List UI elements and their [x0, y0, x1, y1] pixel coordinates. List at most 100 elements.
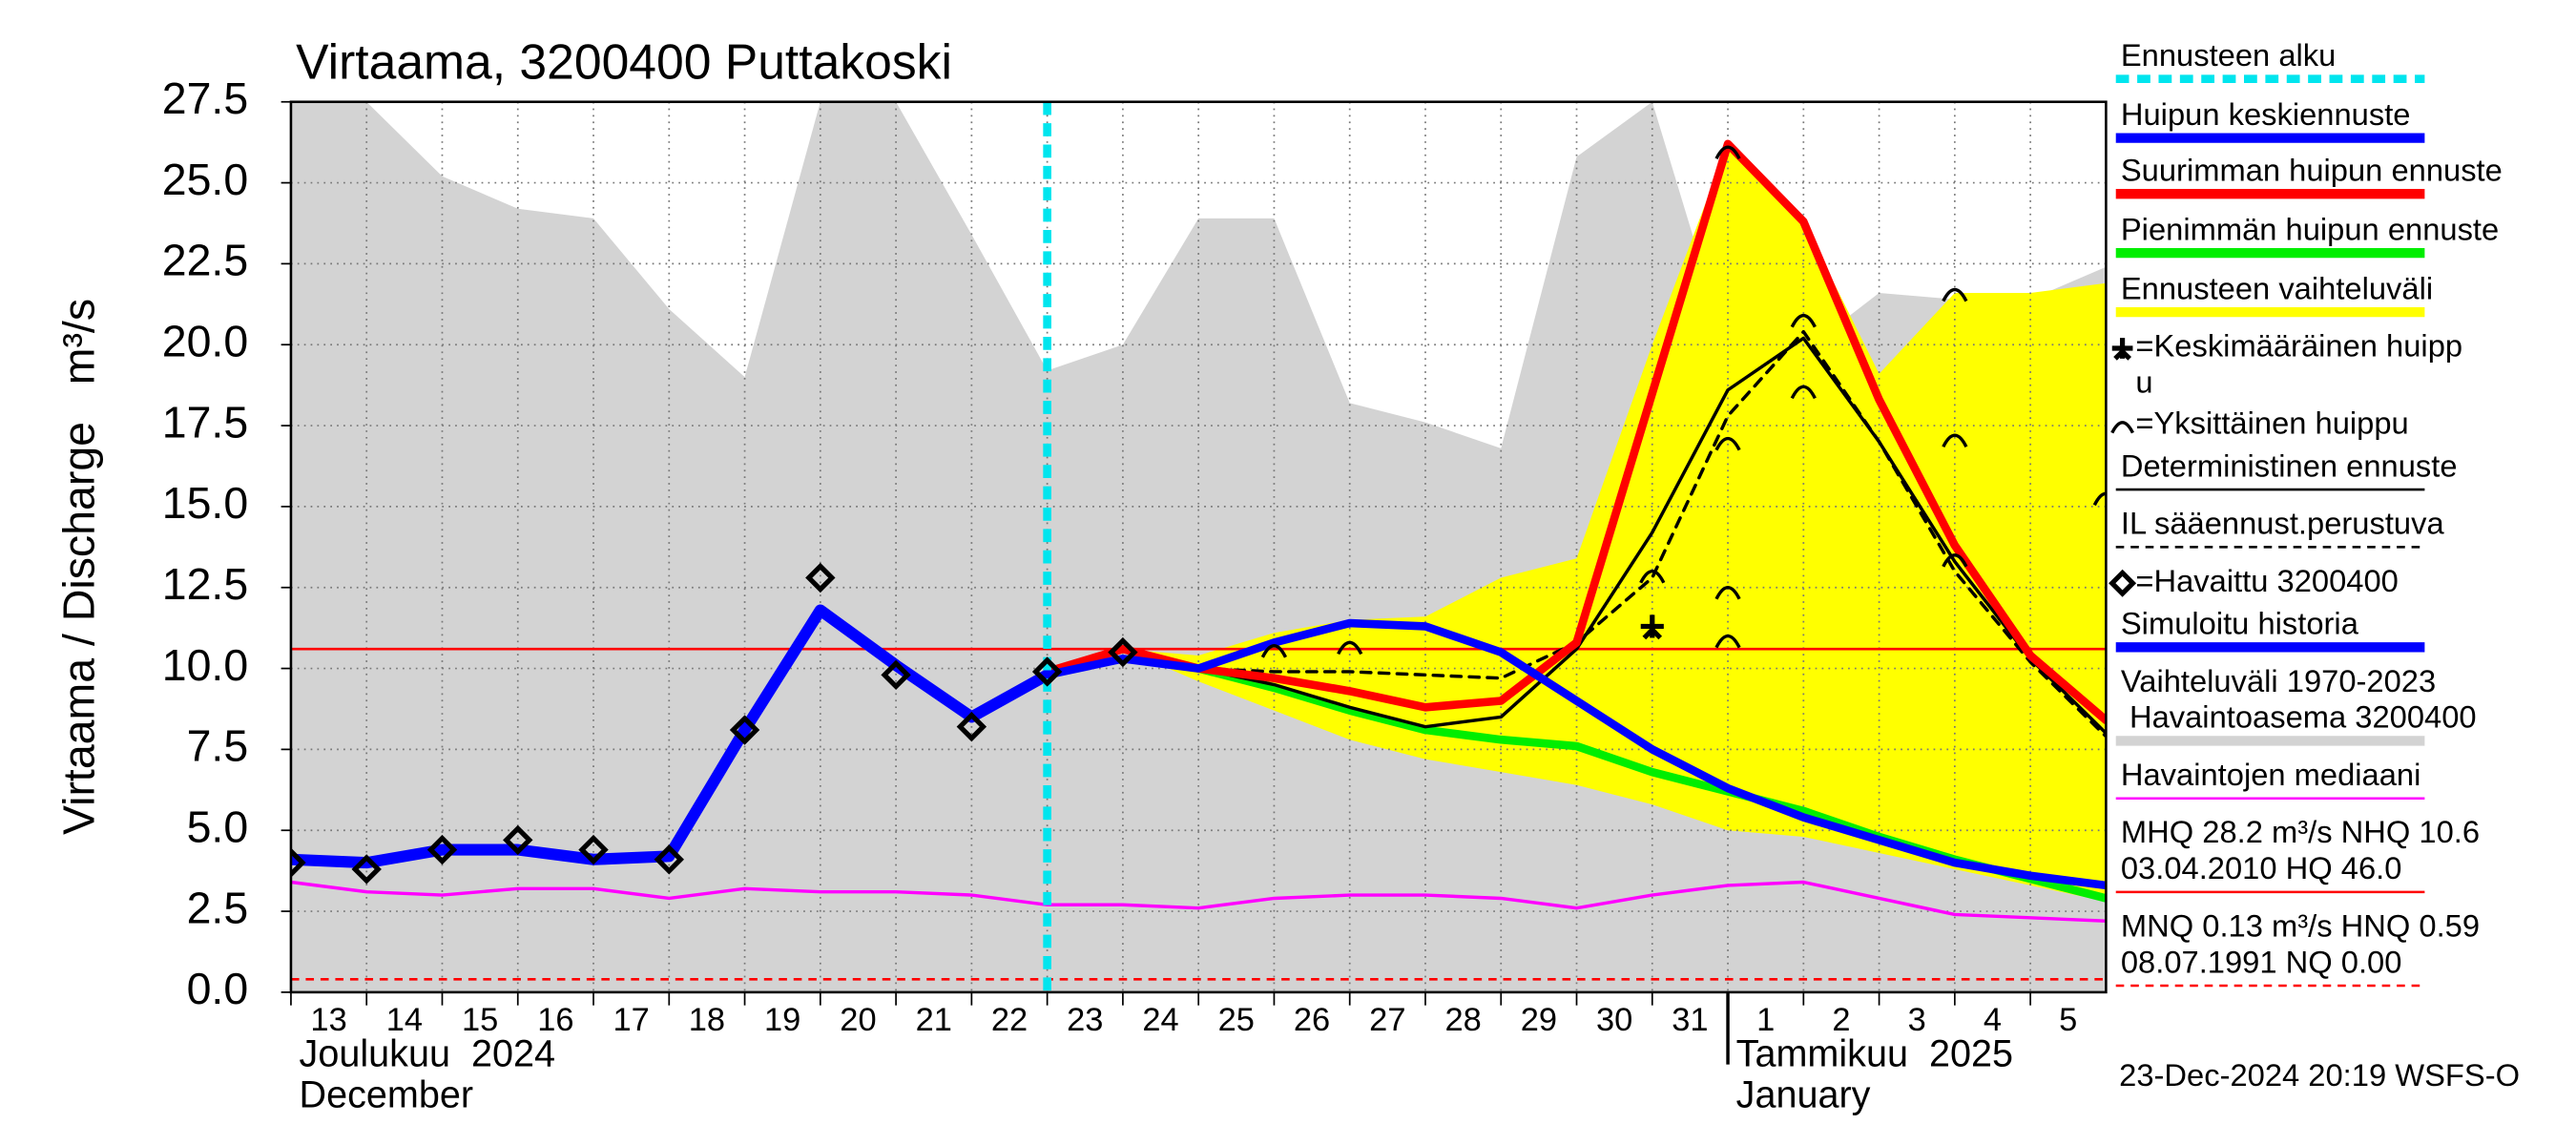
observed-point	[729, 715, 760, 745]
series-line	[1196, 329, 2107, 739]
x-tick-label: 23	[1067, 1002, 1103, 1038]
y-axis-label: Virtaama / Discharge m³/s	[54, 299, 104, 835]
legend-label: Pienimmän huipun ennuste	[2121, 211, 2499, 246]
x-tick-label: 30	[1596, 1002, 1632, 1038]
observed-point	[578, 834, 609, 865]
x-tick-label: 15	[462, 1002, 498, 1038]
mean-peak	[2111, 338, 2133, 361]
series-line	[1196, 336, 2107, 736]
single-peak	[1714, 586, 1741, 600]
observed-point	[956, 711, 987, 742]
y-tick-label: 12.5	[162, 559, 248, 609]
single-peak	[2110, 421, 2134, 434]
x-tick-label: 19	[764, 1002, 800, 1038]
y-tick-label: 7.5	[187, 721, 249, 771]
x-tick-label: 20	[840, 1002, 876, 1038]
y-tick-label: 2.5	[187, 883, 249, 932]
x-tick-label: 16	[537, 1002, 573, 1038]
legend-label: 03.04.2010 HQ 46.0	[2121, 850, 2402, 885]
single-peak	[1714, 436, 1741, 451]
single-peak	[1260, 644, 1288, 658]
x-tick-label: 2	[1832, 1002, 1850, 1038]
observed-point	[805, 562, 836, 593]
x-tick-label: 21	[916, 1002, 952, 1038]
legend: Ennusteen alku Huipun keskiennuste Suurimm…	[2109, 37, 2503, 988]
observed-point	[1031, 656, 1063, 687]
legend-label: =Yksittäinen huippu	[2135, 406, 2408, 441]
footer: 23-Dec-2024 20:19 WSFS-O	[2119, 1057, 2520, 1093]
single-peak	[1790, 313, 1817, 328]
legend-label: =Havaittu 3200400	[2135, 563, 2398, 598]
y-tick-label: 5.0	[187, 802, 249, 852]
chart-title: Virtaama, 3200400 Puttakoski	[296, 34, 952, 90]
x-tick-label: 18	[689, 1002, 725, 1038]
legend-label: Ennusteen vaihteluväli	[2121, 270, 2433, 305]
legend-label: MNQ 0.13 m³/s HNQ 0.59	[2121, 907, 2480, 943]
legend-label: Deterministinen ennuste	[2121, 448, 2458, 483]
x-tick-label: 22	[991, 1002, 1028, 1038]
month-label: Joulukuu 2024	[300, 1032, 555, 1074]
x-tick-label: 1	[1756, 1002, 1775, 1038]
month-label: Tammikuu 2025	[1736, 1032, 2013, 1074]
single-peak	[1942, 433, 1968, 448]
single-peak	[1790, 385, 1817, 400]
series-line	[1043, 139, 2107, 725]
legend-label: Suurimman huipun ennuste	[2121, 152, 2503, 187]
legend-label: 08.07.1991 NQ 0.00	[2121, 944, 2402, 979]
legend-label: Havaintoasema 3200400	[2121, 699, 2477, 735]
observed-point	[290, 847, 306, 878]
observed-point	[654, 844, 684, 875]
y-tick-label: 17.5	[162, 397, 248, 447]
y-tick-label: 27.5	[162, 73, 248, 123]
x-tick-label: 25	[1218, 1002, 1255, 1038]
x-tick-label: 28	[1444, 1002, 1481, 1038]
legend-label: Vaihteluväli 1970-2023	[2121, 663, 2436, 698]
legend-label: Huipun keskiennuste	[2121, 96, 2411, 132]
observed-point	[426, 834, 458, 865]
legend-label: u	[2135, 364, 2152, 400]
x-tick-label: 26	[1294, 1002, 1330, 1038]
series-line	[1043, 618, 2107, 890]
single-peak	[1714, 145, 1741, 160]
observed-point	[351, 854, 382, 885]
x-tick-label: 31	[1672, 1002, 1708, 1038]
y-tick-label: 15.0	[162, 478, 248, 528]
x-tick-label: 27	[1369, 1002, 1405, 1038]
single-peak	[1714, 634, 1741, 649]
x-tick-label: 24	[1142, 1002, 1178, 1038]
legend-label: Simuloitu historia	[2121, 606, 2359, 641]
x-tick-label: 17	[613, 1002, 650, 1038]
single-peak	[1337, 640, 1363, 656]
y-tick-label: 10.0	[162, 640, 248, 690]
y-tick-label: 20.0	[162, 317, 248, 366]
single-peak	[1942, 287, 1968, 302]
plot-area	[290, 101, 2107, 992]
y-tick-label: 22.5	[162, 236, 248, 285]
single-peak	[1942, 553, 1968, 568]
observed-point	[2109, 569, 2137, 597]
observed-point	[1108, 636, 1138, 668]
x-tick-label: 5	[2059, 1002, 2077, 1038]
x-tick-label: 14	[386, 1002, 423, 1038]
legend-label: Ennusteen alku	[2121, 37, 2336, 73]
x-tick-label: 29	[1521, 1002, 1557, 1038]
x-tick-label: 3	[1908, 1002, 1926, 1038]
observed-point	[503, 824, 533, 856]
legend-label: Havaintojen mediaani	[2121, 757, 2421, 792]
legend-label: IL sääennust.perustuva	[2121, 506, 2445, 541]
x-tick-label: 13	[310, 1002, 346, 1038]
legend-label: MHQ 28.2 m³/s NHQ 10.6	[2121, 814, 2480, 849]
y-tick-label: 0.0	[187, 964, 249, 1013]
x-tick-label: 4	[1984, 1002, 2002, 1038]
mean-peak	[1640, 614, 1664, 640]
month-label: December	[300, 1074, 474, 1116]
series-line	[290, 880, 2107, 923]
legend-label: =Keskimääräinen huipp	[2135, 328, 2462, 364]
plot-frame	[289, 100, 2108, 994]
y-tick-label: 25.0	[162, 155, 248, 204]
single-peak	[1639, 570, 1666, 584]
axes: 0.0 2.5 5.0 7.5 10.0 12.5 15.0 17.5 20.0 22.5 25.0…	[162, 73, 2108, 1116]
single-peak	[2092, 491, 2107, 507]
observed-point	[881, 659, 911, 691]
